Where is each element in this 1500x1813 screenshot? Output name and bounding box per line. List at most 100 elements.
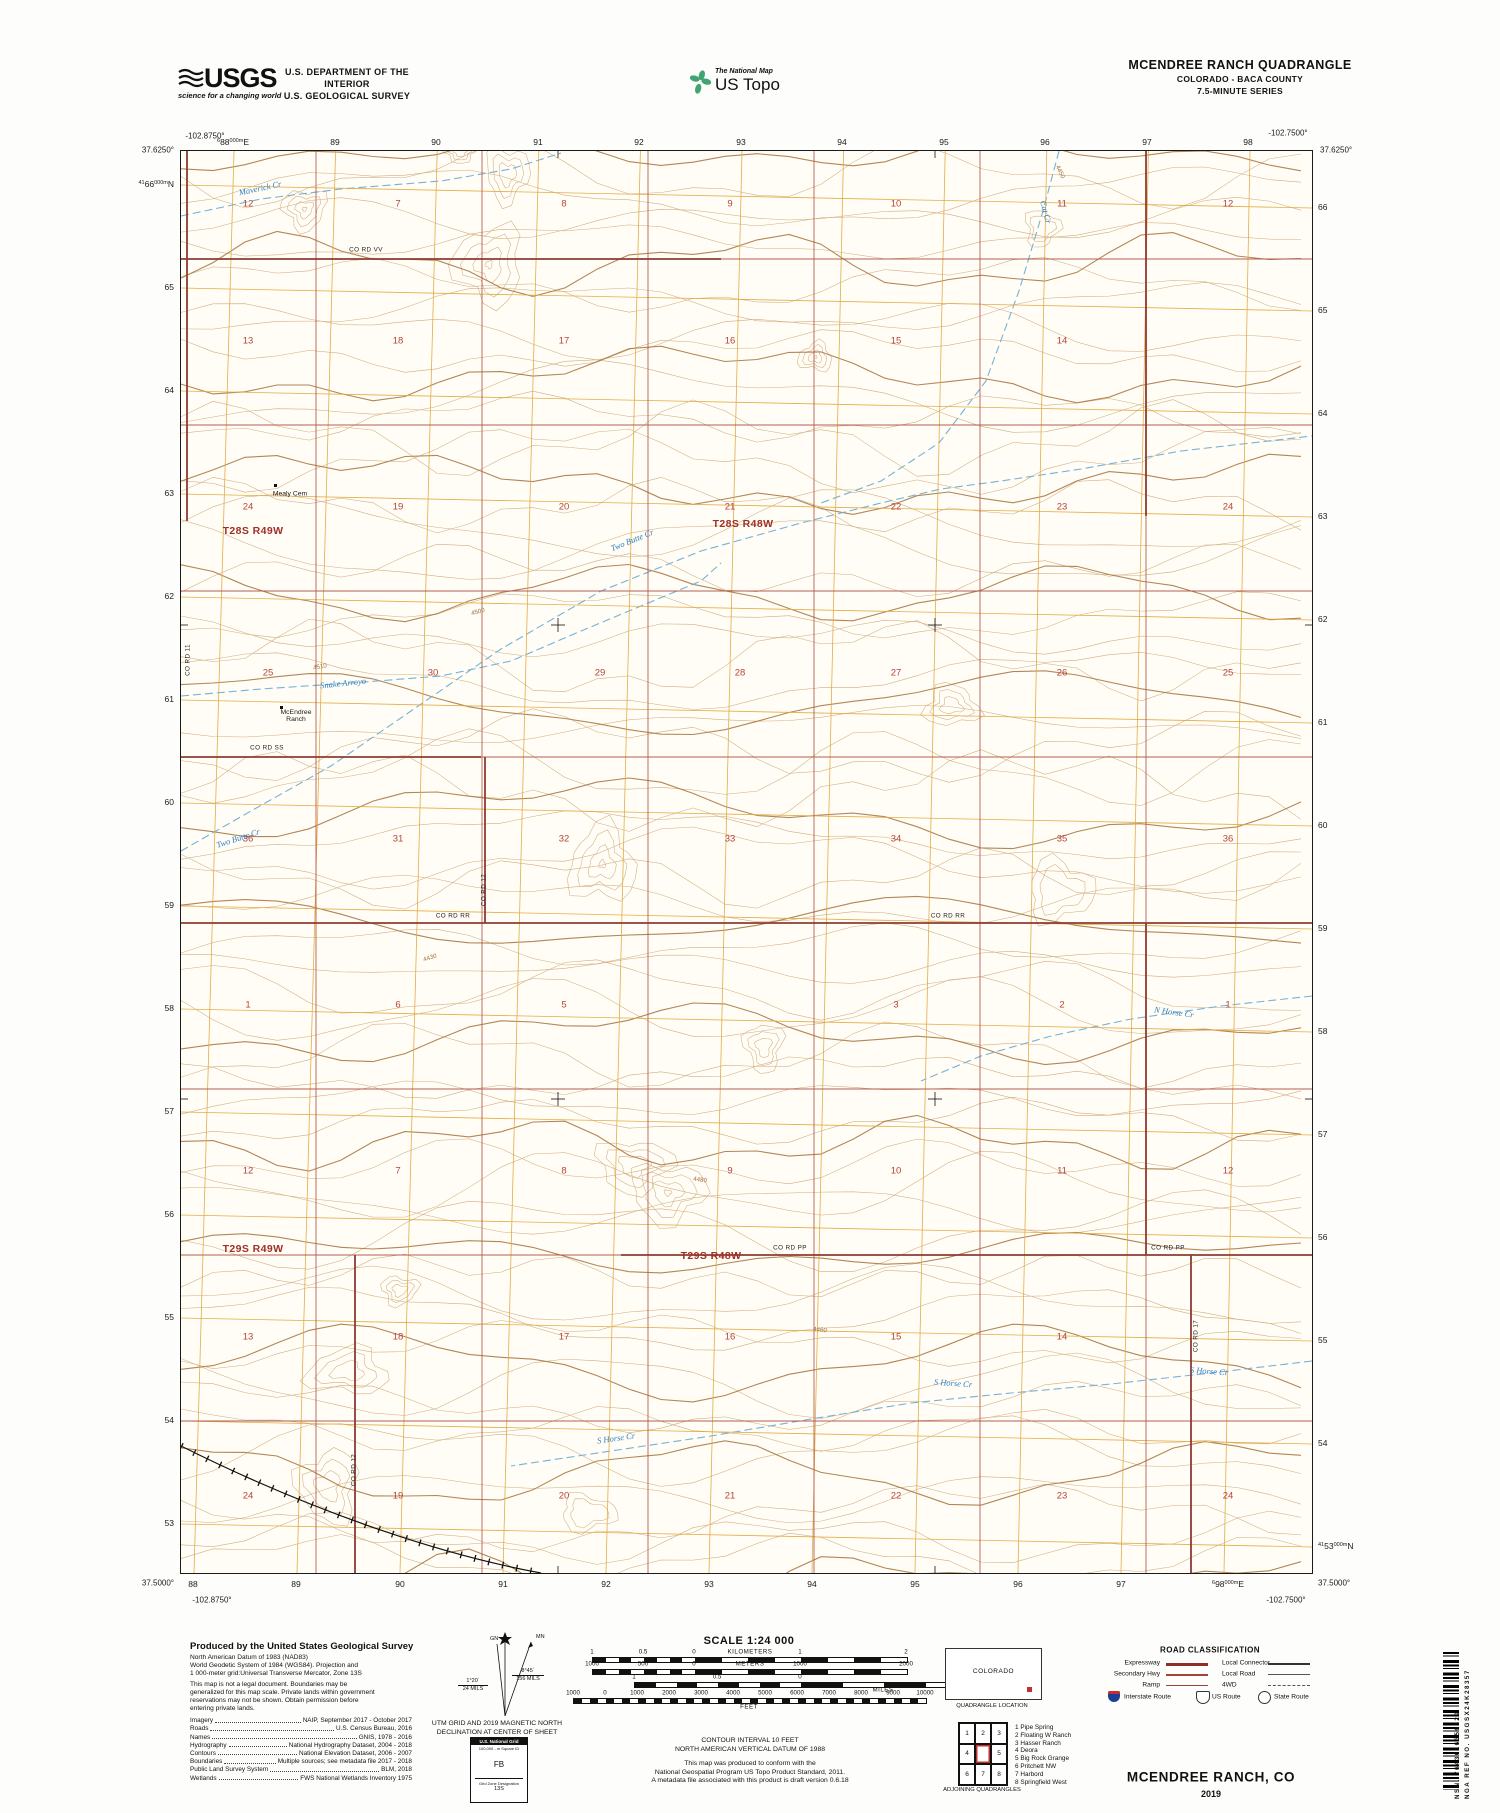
utm-easting-label: 97 <box>1142 137 1152 147</box>
road-class-sample <box>1166 1663 1208 1666</box>
utm-easting-label: 92 <box>601 1579 611 1589</box>
utm-northing-label: 65 <box>164 282 174 292</box>
scale-tick-label: 6000 <box>790 1689 804 1697</box>
utm-northing-label: 54 <box>164 1415 174 1425</box>
credit-row: Names GNIS, 1978 - 2016 <box>190 1732 412 1741</box>
credit-key: Hydrography <box>190 1741 227 1749</box>
us-route-shield-icon <box>1196 1691 1210 1704</box>
credit-key: Roads <box>190 1725 209 1733</box>
adjoining-caption: ADJOINING QUADRANGLES <box>943 1787 1021 1793</box>
credit-value: Multiple sources; see metadata file 2017… <box>277 1758 412 1766</box>
credit-value: U.S. Census Bureau, 2016 <box>335 1725 412 1733</box>
road-class-label: Ramp <box>1142 1681 1160 1689</box>
utm-easting-label: 688000mE <box>217 137 249 147</box>
road-class-sample <box>1166 1685 1208 1686</box>
utm-northing-label: 65 <box>1318 305 1328 315</box>
true-north-star-icon <box>498 1632 512 1645</box>
utm-northing-label: 64 <box>1318 408 1328 418</box>
utm-easting-label: 91 <box>498 1579 508 1589</box>
adjoining-quad-name: 6 Pritchett NW <box>1015 1762 1057 1770</box>
state-name: COLORADO <box>972 1668 1015 1675</box>
utm-northing-label: 62 <box>1318 614 1328 624</box>
graticule-ticks <box>181 151 1312 1573</box>
contour-lines <box>181 151 1302 1573</box>
scale-tick-label: 5000 <box>758 1689 772 1697</box>
datum-line: 1 000-meter grid:Universal Transverse Me… <box>190 1670 362 1677</box>
dept-line1: U.S. DEPARTMENT OF THE INTERIOR <box>285 67 409 89</box>
scale-unit-label: MILES <box>872 1686 894 1694</box>
corner-coordinate: -102.8750° <box>185 131 225 141</box>
usng-title: U.S. National Grid <box>471 1738 527 1745</box>
credit-row: Imagery NAIP, September 2017 - October 20… <box>190 1716 412 1724</box>
utm-northing-label: 64 <box>164 385 174 395</box>
credit-row: Roads U.S. Census Bureau, 2016 <box>190 1724 412 1732</box>
utm-easting-label: 94 <box>807 1579 817 1589</box>
scale-tick-label: 1 <box>632 1673 636 1681</box>
dept-block: U.S. DEPARTMENT OF THE INTERIOR U.S. GEO… <box>262 66 432 102</box>
scale-tick-label: 1 <box>590 1648 594 1656</box>
datum-line: North American Datum of 1983 (NAD83) <box>190 1654 309 1661</box>
national-map-pinwheel-icon <box>689 69 712 94</box>
quadrangle-location-box: COLORADO <box>945 1648 1042 1700</box>
scale-tick-label: 0 <box>692 1648 696 1656</box>
contour-interval-note: CONTOUR INTERVAL 10 FEET NORTH AMERICAN … <box>674 1737 826 1753</box>
usgs-logo: USGS science for a changing world <box>178 63 281 100</box>
quad-series: 7.5-MINUTE SERIES <box>1197 86 1283 96</box>
adjoining-quad-name: 8 Springfield West <box>1015 1778 1067 1786</box>
usng-square-id: FB <box>493 1760 505 1769</box>
adjoining-cell: 8 <box>991 1764 1007 1785</box>
corner-coordinate: 37.5000° <box>141 1578 174 1588</box>
adjoining-cell: 1 <box>959 1723 975 1744</box>
adjoining-cell: 5 <box>991 1743 1007 1765</box>
usng-gzd-label: Grid Zone Designation <box>478 1781 520 1786</box>
legal-line: reservations may not be shown. Obtain pe… <box>190 1697 359 1704</box>
interstate-shield-icon <box>1108 1691 1120 1702</box>
scale-tick-label: 1000 <box>566 1689 580 1697</box>
scale-tick-label: 9000 <box>886 1689 900 1697</box>
utm-northing-label: 58 <box>1318 1026 1328 1036</box>
credit-row: Boundaries Multiple sources; see metadata… <box>190 1757 412 1765</box>
legal-lines: This map is not a legal document. Bounda… <box>190 1681 422 1713</box>
utm-northing-label: 57 <box>164 1106 174 1116</box>
scale-tick-label: 0.5 <box>638 1648 648 1656</box>
adjoining-quad-name: 7 Harbord <box>1015 1770 1044 1778</box>
dot-leader <box>212 1738 357 1740</box>
credit-value: National Elevation Dataset, 2006 - 2007 <box>299 1749 412 1757</box>
corner-coordinate: 37.6250° <box>141 145 174 155</box>
adjoining-quad-name: 4 Deora <box>1015 1747 1038 1755</box>
county-roads <box>181 151 1312 1573</box>
scale-tick-label: 2000 <box>662 1689 676 1697</box>
utm-easting-label: 95 <box>939 137 949 147</box>
dot-leader <box>224 1762 276 1764</box>
utm-northing-label: 59 <box>164 900 174 910</box>
road-class-label: Local Road <box>1222 1670 1256 1678</box>
index-contour-lines <box>181 151 1302 1573</box>
dot-leader <box>270 1770 380 1772</box>
utm-grid-lines <box>181 151 1312 1573</box>
legal-line: This map is not a legal document. Bounda… <box>190 1681 348 1688</box>
produced-by-title: Produced by the United States Geological… <box>190 1641 414 1652</box>
credit-value: FWS National Wetlands Inventory 1975 <box>300 1774 412 1782</box>
mn-declination-value: 8°45´ 156 MILS <box>512 1668 544 1682</box>
scale-unit-label: KILOMETERS <box>727 1648 773 1656</box>
dot-leader <box>217 1754 298 1756</box>
utm-easting-label: 91 <box>533 137 543 147</box>
scale-bar <box>592 1657 908 1663</box>
adjoining-cell: 2 <box>975 1723 991 1744</box>
road-class-sample <box>1268 1685 1310 1686</box>
utm-northing-label: 63 <box>1318 511 1328 521</box>
barcode <box>1443 1652 1459 1790</box>
us-topo-label: US Topo <box>715 75 780 94</box>
dept-line2: U.S. GEOLOGICAL SURVEY <box>283 91 411 101</box>
declination-diagram: GN MN 1°20´ 24 MILS 8°45´ 156 MILS <box>450 1628 550 1725</box>
section-lines <box>181 151 1312 1573</box>
credit-row: Wetlands FWS National Wetlands Inventory … <box>190 1773 412 1782</box>
utm-easting-label: 88 <box>188 1579 198 1589</box>
credit-key: Boundaries <box>190 1758 223 1766</box>
scale-tick-label: 0.5 <box>712 1673 722 1681</box>
utm-northing-label: 53 <box>164 1518 174 1528</box>
credit-value: NAIP, September 2017 - October 2017 <box>302 1717 412 1725</box>
quad-title: MCENDREE RANCH QUADRANGLE <box>1128 58 1352 72</box>
scale-tick-label: 2 <box>904 1648 908 1656</box>
